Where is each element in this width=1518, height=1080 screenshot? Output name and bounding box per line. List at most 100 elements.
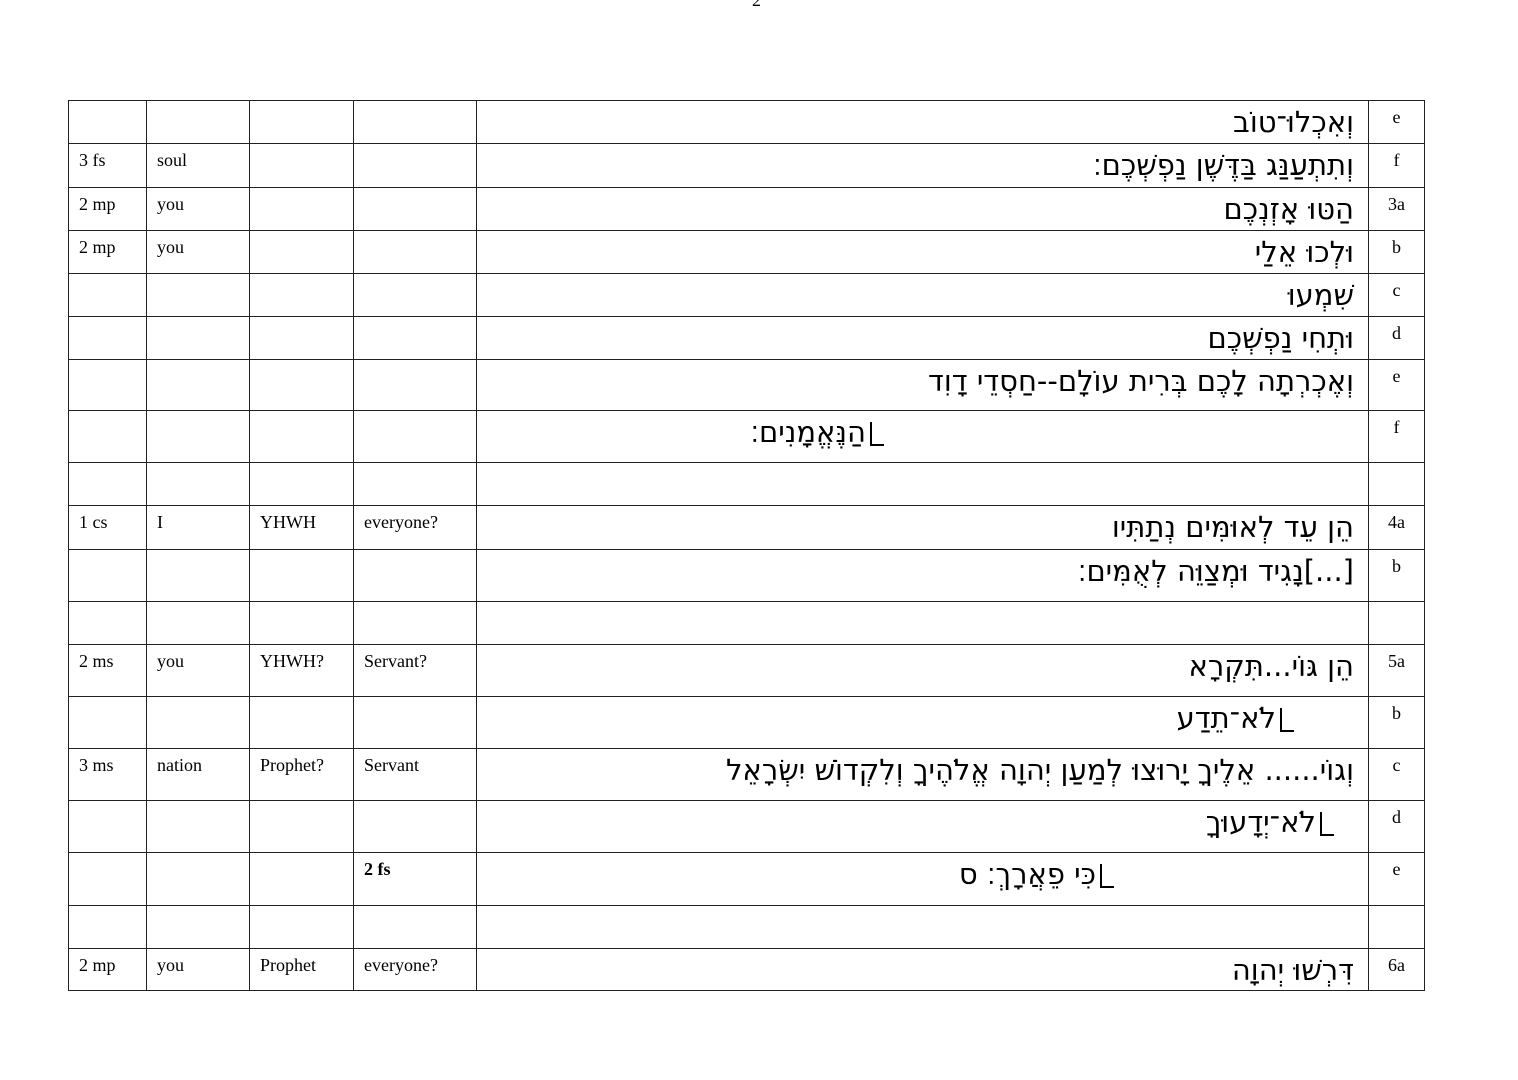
heb [476, 601, 1369, 645]
verse: c [1368, 273, 1425, 317]
cell: everyone? [353, 505, 477, 550]
cell: you [146, 644, 250, 697]
heb: וְתִתְעַנַּג בַּדֶּשֶׁן נַפְשְׁכֶם׃ [476, 143, 1369, 188]
cell: soul [146, 143, 250, 188]
verse: d [1368, 316, 1425, 360]
verse: 5a [1368, 644, 1425, 697]
cell-text: וּלְכוּ אֵלַי [1254, 235, 1354, 269]
cell-text: שִׁמְעוּ [1287, 278, 1354, 312]
cell-text: YHWH [260, 512, 316, 532]
continuation-mark [1320, 812, 1334, 836]
cell: YHWH? [249, 644, 354, 697]
heb: וּלְכוּ אֵלַי [476, 230, 1369, 274]
cell-text: 2 ms [79, 651, 114, 671]
cell [68, 696, 147, 749]
cell: nation [146, 748, 250, 801]
cell [146, 601, 250, 645]
verse: e [1368, 359, 1425, 411]
cell: Servant [353, 748, 477, 801]
cell-text: YHWH? [260, 651, 324, 671]
verse: b [1368, 549, 1425, 602]
heb: הַנֶּאֱמָנִים׃ [476, 410, 1369, 463]
heb: לֹא־יְדָעוּךָ [476, 800, 1369, 853]
cell-text: I [157, 512, 163, 532]
cell: I [146, 505, 250, 550]
cell [146, 696, 250, 749]
cell-text: וּתְחִי נַפְשְׁכֶם [1207, 321, 1354, 355]
cell [353, 273, 477, 317]
cell [249, 273, 354, 317]
cell-text: d [1392, 807, 1401, 827]
cell: YHWH [249, 505, 354, 550]
cell-text: e [1392, 366, 1401, 386]
cell-text: 5a [1388, 651, 1405, 671]
heb: הֵן עֵד לְאוּמִּים נְתַתִּיו [476, 505, 1369, 550]
heb: שִׁמְעוּ [476, 273, 1369, 317]
cell-text: כִּי פֵאֲרָךְ׃ ס [958, 857, 1096, 891]
cell [249, 549, 354, 602]
verse [1368, 905, 1425, 949]
cell-text: לֹא־תֵדַע [1176, 701, 1276, 735]
verse: b [1368, 696, 1425, 749]
page-number: 2 [752, 0, 761, 10]
cell [249, 800, 354, 853]
cell-text: Servant [364, 755, 419, 775]
cell [68, 462, 147, 506]
cell [353, 549, 477, 602]
cell-text: b [1392, 237, 1401, 257]
cell: Servant? [353, 644, 477, 697]
cell-text: 3 ms [79, 755, 114, 775]
cell-text: c [1392, 755, 1401, 775]
cell-text: הֵן עֵד לְאוּמִּים נְתַתִּיו [1111, 510, 1354, 544]
cell [249, 143, 354, 188]
cell [146, 100, 250, 144]
cell [353, 696, 477, 749]
verse: b [1368, 230, 1425, 274]
cell: 2 ms [68, 644, 147, 697]
heb: הֵן גּוֹי...תִּקְרָא [476, 644, 1369, 697]
cell [68, 800, 147, 853]
cell-text: everyone? [364, 955, 438, 975]
verse [1368, 462, 1425, 506]
cell [353, 462, 477, 506]
cell [68, 316, 147, 360]
cell-text: 2 mp [79, 194, 116, 214]
cell [249, 601, 354, 645]
cell-text: d [1392, 323, 1401, 343]
cell [353, 410, 477, 463]
cell [146, 549, 250, 602]
cell [146, 852, 250, 906]
cell [68, 359, 147, 411]
verse: f [1368, 143, 1425, 188]
heb: וְאֶכְרְתָה לָכֶם בְּרִית עוֹלָם--חַסְדֵ… [476, 359, 1369, 411]
cell [353, 359, 477, 411]
cell-text: 4a [1388, 512, 1405, 532]
verse: d [1368, 800, 1425, 853]
verse: f [1368, 410, 1425, 463]
heb: וּתְחִי נַפְשְׁכֶם [476, 316, 1369, 360]
cell: Prophet? [249, 748, 354, 801]
cell [146, 800, 250, 853]
cell-text: 1 cs [79, 512, 108, 532]
cell [68, 601, 147, 645]
cell [146, 410, 250, 463]
verse [1368, 601, 1425, 645]
cell: 2 mp [68, 948, 147, 991]
cell [68, 905, 147, 949]
cell-text: you [157, 194, 184, 214]
continuation-mark [870, 422, 884, 446]
cell [249, 696, 354, 749]
cell [249, 316, 354, 360]
continuation-mark [1280, 708, 1294, 732]
heb: וְגוֹי...... אֵלֶיךָ יָרוּצוּ לְמַעַן יְ… [476, 748, 1369, 801]
cell: 1 cs [68, 505, 147, 550]
cell: 2 mp [68, 187, 147, 231]
heb [476, 905, 1369, 949]
cell-text: 2 mp [79, 955, 116, 975]
cell [249, 410, 354, 463]
verse: 6a [1368, 948, 1425, 991]
cell-text: you [157, 955, 184, 975]
cell [353, 230, 477, 274]
cell-text: וְאֶכְרְתָה לָכֶם בְּרִית עוֹלָם--חַסְדֵ… [928, 364, 1354, 398]
cell [249, 852, 354, 906]
